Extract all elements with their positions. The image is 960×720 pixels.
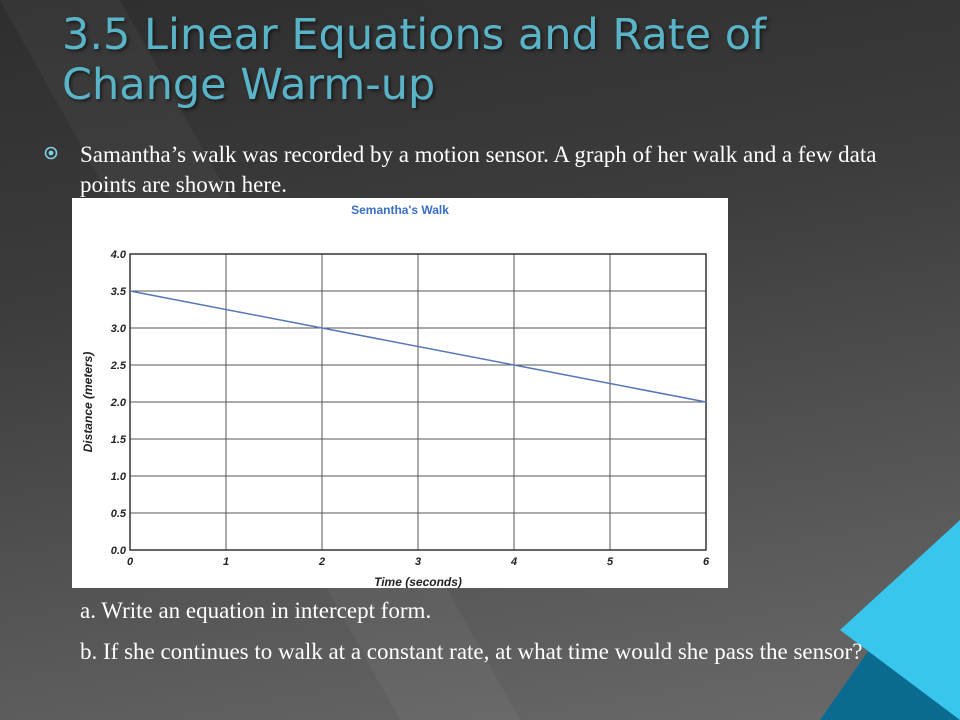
x-axis-label: Time (seconds) bbox=[374, 575, 462, 588]
y-tick-label: 4.0 bbox=[110, 249, 127, 261]
question-b: b. If she continues to walk at a constan… bbox=[80, 639, 863, 664]
line-chart: Semantha's Walk 0 1 2 3 4 5 6 0.0 0.5 1.0 1.5 2.0 2.5… bbox=[81, 203, 710, 588]
y-tick-label: 0.0 bbox=[111, 545, 127, 557]
circle-dot-bullet-icon bbox=[44, 146, 58, 160]
y-tick-label: 2.5 bbox=[110, 360, 127, 372]
x-tick-label: 4 bbox=[510, 556, 517, 568]
x-tick-label: 6 bbox=[703, 556, 710, 568]
question-a: a. Write an equation in intercept form. bbox=[80, 598, 432, 623]
y-axis-label: Distance (meters) bbox=[81, 352, 95, 453]
x-tick-label: 2 bbox=[318, 556, 325, 568]
series-line bbox=[129, 290, 707, 403]
y-tick-label: 3.0 bbox=[111, 323, 127, 335]
y-tick-label: 0.5 bbox=[111, 508, 127, 520]
x-tick-label: 1 bbox=[223, 556, 229, 568]
y-tick-label: 3.5 bbox=[111, 286, 127, 298]
chart-container: Semantha's Walk 0 1 2 3 4 5 6 0.0 0.5 1.0 1.5 2.0 2.5… bbox=[72, 198, 728, 588]
slide-title: 3.5 Linear Equations and Rate of Change … bbox=[62, 10, 767, 110]
x-tick-label: 3 bbox=[415, 556, 421, 568]
x-tick-label: 0 bbox=[127, 556, 134, 568]
corner-accent-light bbox=[840, 520, 960, 720]
y-tick-label: 1.5 bbox=[111, 434, 127, 446]
x-tick-label: 5 bbox=[607, 556, 614, 568]
y-tick-label: 2.0 bbox=[110, 397, 127, 409]
chart-title: Semantha's Walk bbox=[351, 203, 449, 217]
intro-paragraph: Samantha’s walk was recorded by a motion… bbox=[80, 142, 877, 197]
y-tick-label: 1.0 bbox=[111, 471, 127, 483]
